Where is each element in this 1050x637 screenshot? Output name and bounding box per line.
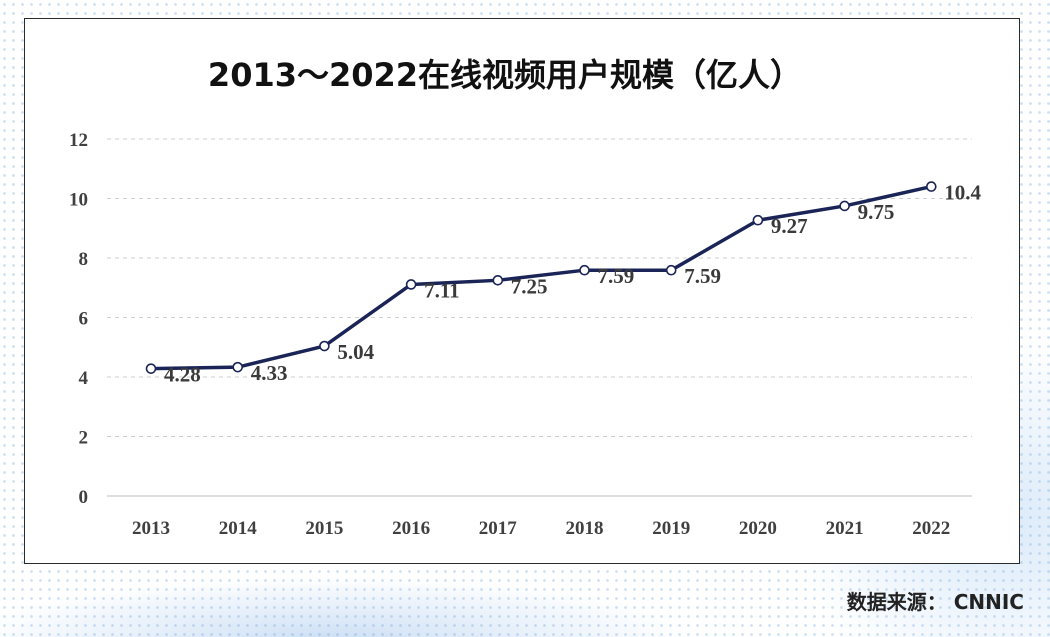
y-tick-label: 10 bbox=[69, 190, 88, 211]
x-tick-label: 2018 bbox=[566, 518, 604, 539]
series-line bbox=[150, 184, 932, 371]
data-label: 10.4 bbox=[944, 181, 981, 205]
data-point bbox=[492, 275, 504, 286]
x-tick-label: 2019 bbox=[652, 518, 690, 539]
x-tick-label: 2014 bbox=[219, 518, 258, 539]
data-label: 4.28 bbox=[164, 363, 201, 387]
x-tick-label: 2015 bbox=[305, 518, 343, 539]
data-label: 5.04 bbox=[337, 340, 374, 364]
data-label: 7.11 bbox=[424, 278, 460, 302]
y-tick-label: 4 bbox=[79, 368, 89, 389]
source-note: 数据来源： CNNIC bbox=[846, 590, 1024, 614]
x-tick-label: 2022 bbox=[912, 518, 950, 539]
data-point bbox=[752, 214, 764, 226]
chart-title: 2013～2022在线视频用户规模（亿人） bbox=[208, 56, 802, 94]
y-tick-label: 2 bbox=[79, 428, 89, 449]
x-tick-label: 2021 bbox=[826, 518, 864, 539]
y-tick-label: 6 bbox=[79, 309, 89, 330]
data-label: 7.59 bbox=[684, 264, 721, 288]
data-label: 9.27 bbox=[771, 214, 808, 238]
data-point bbox=[145, 363, 157, 374]
data-point bbox=[319, 340, 330, 352]
data-label: 9.75 bbox=[858, 200, 895, 224]
data-label: 7.59 bbox=[598, 264, 635, 288]
x-tick-label: 2020 bbox=[739, 518, 777, 539]
y-tick-label: 8 bbox=[79, 249, 89, 270]
data-point bbox=[579, 264, 590, 276]
data-point bbox=[925, 181, 937, 192]
data-point bbox=[839, 200, 850, 212]
data-point bbox=[665, 264, 677, 276]
chart-panel bbox=[24, 18, 1020, 564]
x-tick-label: 2017 bbox=[479, 518, 518, 539]
y-tick-label: 12 bbox=[69, 130, 88, 151]
data-label: 7.25 bbox=[511, 274, 548, 298]
y-tick-label: 0 bbox=[79, 487, 89, 508]
data-label: 4.33 bbox=[251, 361, 288, 385]
x-tick-label: 2016 bbox=[392, 518, 430, 539]
x-tick-label: 2013 bbox=[132, 518, 170, 539]
data-point bbox=[405, 279, 417, 290]
data-point bbox=[232, 361, 243, 373]
